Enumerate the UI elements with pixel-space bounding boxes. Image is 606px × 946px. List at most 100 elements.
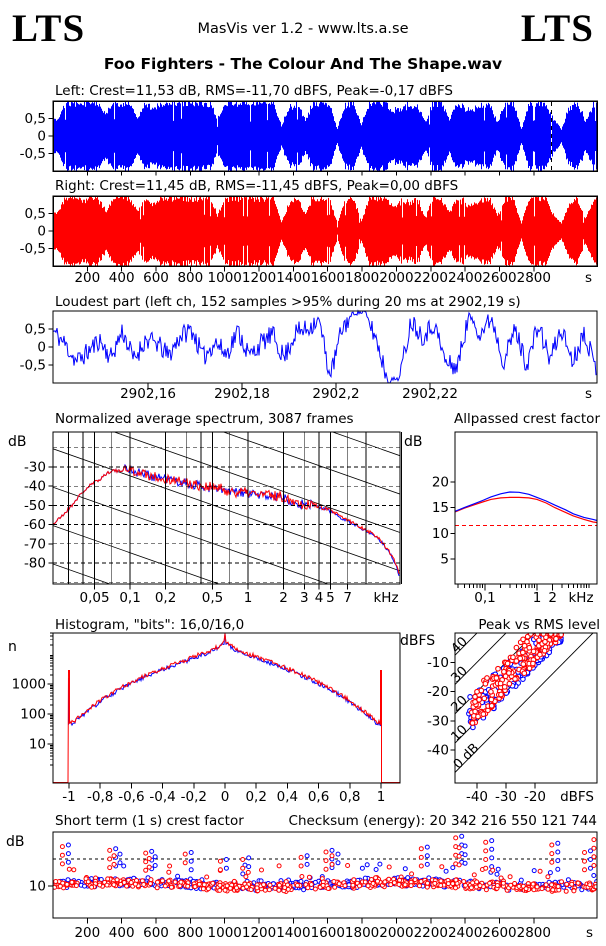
tick-label: 1000 bbox=[208, 270, 242, 286]
right-waveform-data bbox=[53, 196, 597, 266]
loudest-part-data bbox=[52, 309, 597, 384]
histogram-left-curve bbox=[68, 633, 382, 727]
tick-label: 2902,2 bbox=[312, 386, 359, 402]
tick-label: 400 bbox=[109, 925, 135, 941]
tick-label: 800 bbox=[177, 270, 203, 286]
tick-label: 20 bbox=[432, 475, 449, 491]
tick-label: 1 bbox=[377, 789, 386, 805]
page-title: Foo Fighters - The Colour And The Shape.… bbox=[103, 55, 503, 73]
tick-label: 1 bbox=[244, 590, 253, 606]
tick-label: 2000 bbox=[379, 925, 413, 941]
short-term-plot bbox=[53, 833, 597, 894]
tick-label: 1600 bbox=[311, 925, 345, 941]
spectrum-ylabel: dB bbox=[8, 434, 27, 450]
tick-label: 0,5 bbox=[25, 322, 46, 338]
spectrum-right-curve bbox=[53, 464, 400, 574]
tick-label: 1600 bbox=[311, 270, 345, 286]
tick-label: kHz bbox=[568, 590, 593, 606]
tick-label: 2400 bbox=[448, 270, 482, 286]
tick-label: -50 bbox=[24, 498, 46, 514]
short-term-scatter-right bbox=[53, 835, 597, 894]
tick-label: -30 bbox=[24, 460, 46, 476]
tick-label: dBFS bbox=[560, 789, 594, 805]
tick-label: 30 bbox=[449, 664, 471, 686]
short-term-title: Short term (1 s) crest factor bbox=[55, 813, 244, 829]
tick-label: 0 bbox=[37, 224, 46, 240]
tick-label: s bbox=[585, 386, 592, 402]
tick-label: 0,5 bbox=[25, 111, 46, 127]
tick-label: 1400 bbox=[276, 925, 310, 941]
histogram-ylabel: n bbox=[8, 639, 17, 655]
tick-label: -80 bbox=[24, 556, 46, 572]
tick-label: 0 bbox=[37, 129, 46, 145]
tick-label: 10 bbox=[29, 737, 46, 753]
tick-label: 1200 bbox=[242, 270, 276, 286]
tick-label: 0,5 bbox=[25, 206, 46, 222]
tick-label: -30 bbox=[495, 789, 517, 805]
tick-label: 0,1 bbox=[119, 590, 140, 606]
tick-label: 100 bbox=[20, 707, 46, 723]
tick-label: 2400 bbox=[448, 925, 482, 941]
tick-label: 1000 bbox=[12, 677, 46, 693]
allpass-ylabel: dB bbox=[404, 434, 423, 450]
tick-label: s bbox=[585, 270, 592, 286]
tick-label: -20 bbox=[427, 684, 449, 700]
tick-label: 1800 bbox=[345, 925, 379, 941]
tick-label: 10 bbox=[432, 526, 449, 542]
tick-label: 15 bbox=[432, 500, 449, 516]
tick-label: 800 bbox=[177, 925, 203, 941]
tick-label: 0,2 bbox=[245, 789, 266, 805]
tick-label: s bbox=[586, 925, 593, 941]
tick-label: 2600 bbox=[482, 925, 516, 941]
tick-label: 10 bbox=[29, 879, 46, 895]
tick-label: -70 bbox=[24, 536, 46, 552]
tick-label: 1200 bbox=[242, 925, 276, 941]
histogram-right-curve bbox=[53, 633, 400, 783]
tick-label: 1 bbox=[533, 590, 542, 606]
peak-vs-rms-ylabel: dBFS bbox=[400, 633, 436, 649]
allpass-title: Allpassed crest factor bbox=[454, 411, 600, 427]
loudest-part-title: Loudest part (left ch, 152 samples >95% … bbox=[55, 294, 521, 310]
tick-label: 200 bbox=[74, 925, 100, 941]
tick-label: 0 bbox=[221, 789, 230, 805]
tick-label: 0,2 bbox=[155, 590, 176, 606]
tick-label: 600 bbox=[143, 925, 169, 941]
tick-label: 5 bbox=[440, 551, 449, 567]
tick-label: 0 bbox=[37, 340, 46, 356]
tick-label: -0,8 bbox=[87, 789, 113, 805]
tick-label: 1800 bbox=[345, 270, 379, 286]
tick-label: 2800 bbox=[517, 925, 551, 941]
tick-label: kHz bbox=[373, 590, 398, 606]
tick-label: 2600 bbox=[482, 270, 516, 286]
tick-label: -0,6 bbox=[118, 789, 144, 805]
tick-label: 2000 bbox=[379, 270, 413, 286]
tick-label: 2 bbox=[279, 590, 288, 606]
histogram-title: Histogram, "bits": 16,0/16,0 bbox=[55, 617, 245, 633]
tick-label: 1000 bbox=[208, 925, 242, 941]
tick-label: -10 bbox=[427, 655, 449, 671]
tick-label: 2200 bbox=[414, 925, 448, 941]
right-waveform-title: Right: Crest=11,45 dB, RMS=-11,45 dBFS, … bbox=[55, 178, 459, 194]
tick-label: -30 bbox=[427, 713, 449, 729]
tick-label: 0,1 bbox=[474, 590, 495, 606]
tick-label: 3 bbox=[300, 590, 309, 606]
allpass-right-curve bbox=[455, 496, 597, 524]
tick-label: -40 bbox=[466, 789, 488, 805]
tick-label: 4 bbox=[315, 590, 324, 606]
tick-label: -0,2 bbox=[181, 789, 207, 805]
lts-logo-right: LTS bbox=[520, 7, 594, 50]
left-waveform-data bbox=[53, 101, 597, 171]
peak-rms-scatter-right bbox=[468, 633, 564, 726]
tick-label: 2800 bbox=[517, 270, 551, 286]
tick-label: 0,05 bbox=[80, 590, 110, 606]
tick-label: 0,4 bbox=[277, 789, 298, 805]
tick-label: 10 bbox=[449, 722, 471, 744]
left-waveform-title: Left: Crest=11,53 dB, RMS=-11,70 dBFS, P… bbox=[55, 83, 453, 99]
tick-label: 0,8 bbox=[339, 789, 360, 805]
spectrum-grid bbox=[53, 432, 400, 584]
peak-rms-plot bbox=[455, 633, 594, 774]
tick-label: -40 bbox=[24, 479, 46, 495]
tick-label: -20 bbox=[524, 789, 546, 805]
